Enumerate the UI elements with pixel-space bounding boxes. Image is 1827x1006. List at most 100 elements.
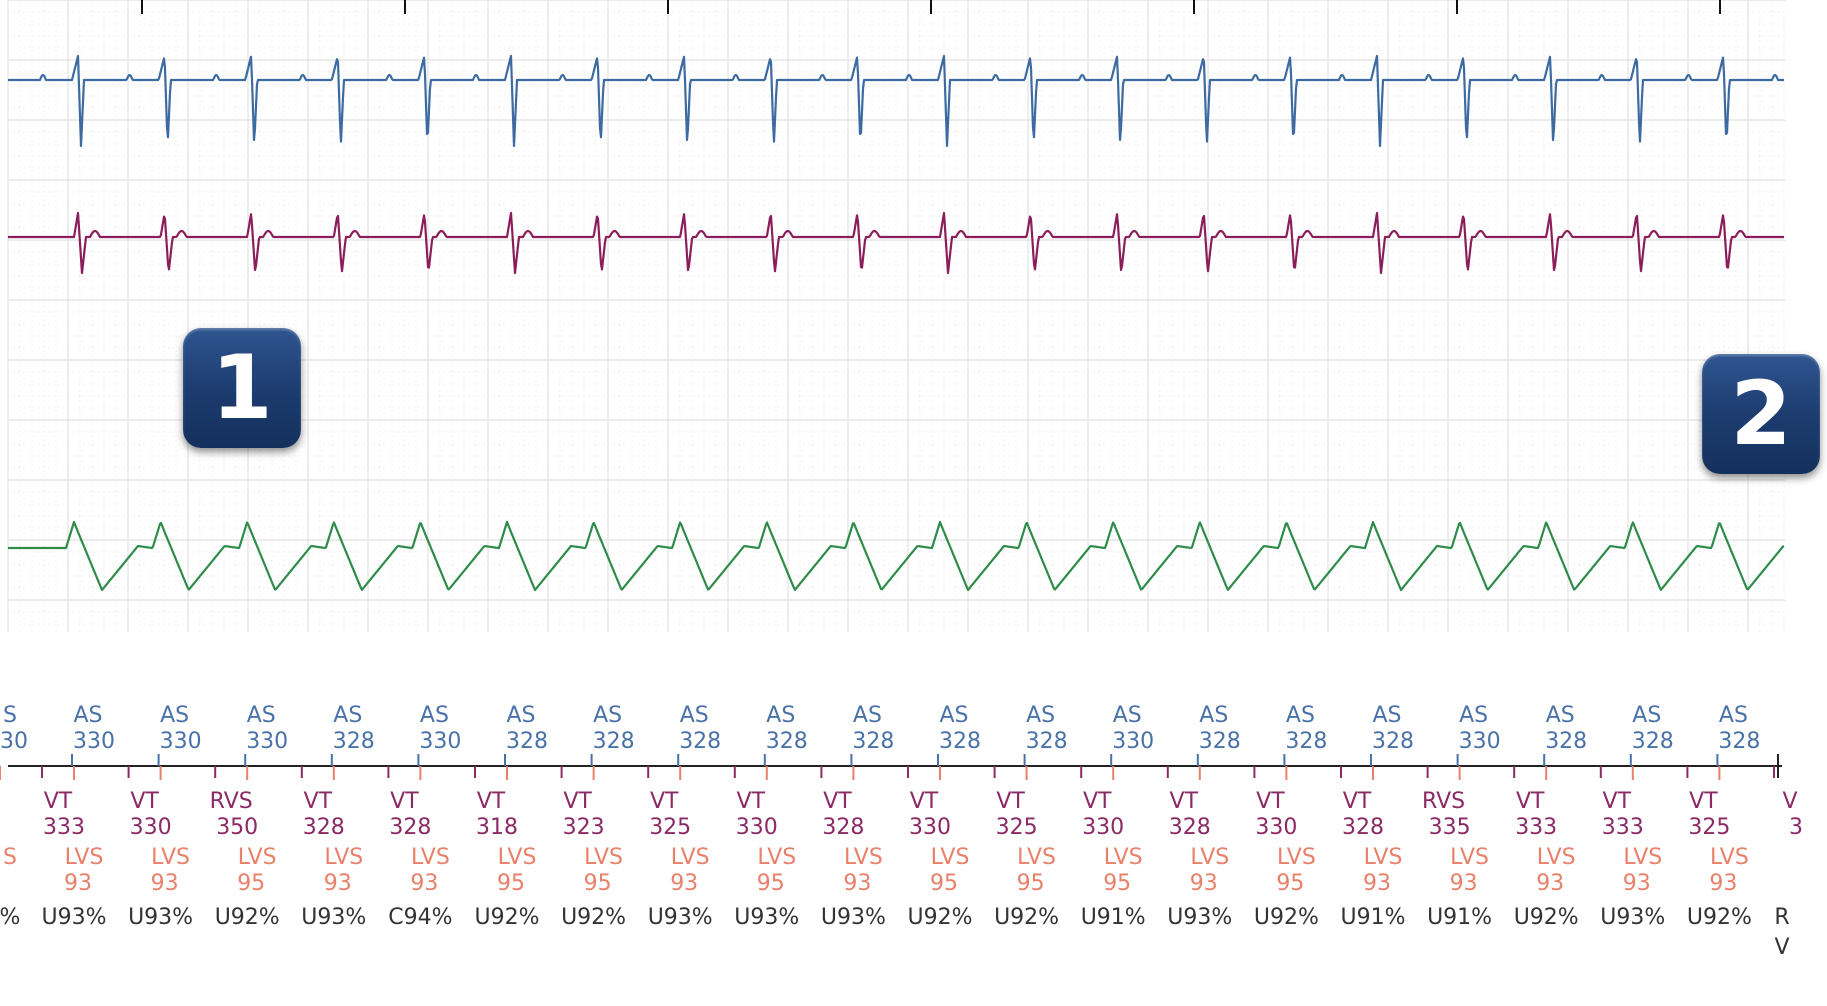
lv-marker-type: LVS [1104, 845, 1143, 870]
ventricular-marker-type: VT [563, 789, 592, 814]
percent-label: U93% [821, 905, 886, 930]
lv-marker-interval: 93 [1363, 871, 1391, 896]
lv-marker-type: LVS [844, 845, 883, 870]
lv-marker-interval: 95 [237, 871, 265, 896]
ventricular-marker-interval: 328 [1342, 815, 1384, 840]
ventricular-marker-interval: 328 [1169, 815, 1211, 840]
atrial-marker-type: AS [680, 703, 709, 728]
atrial-marker-interval: 330 [1459, 729, 1501, 754]
ventricular-marker-type: V [1782, 789, 1797, 814]
lv-marker-interval: 95 [930, 871, 958, 896]
atrial-marker-interval: 328 [939, 729, 981, 754]
atrial-marker-type: AS [1632, 703, 1661, 728]
ventricular-marker-interval: 3 [1789, 815, 1803, 840]
lv-marker-interval: 93 [1190, 871, 1218, 896]
ventricular-marker-interval: 325 [996, 815, 1038, 840]
ventricular-marker-type: VT [823, 789, 852, 814]
lv-marker-type: LVS [1017, 845, 1056, 870]
ventricular-marker-interval: 328 [389, 815, 431, 840]
lv-marker-type: LVS [931, 845, 970, 870]
percent-label: U93% [648, 905, 713, 930]
lv-marker-type: LVS [411, 845, 450, 870]
ventricular-marker-type: VT [1689, 789, 1718, 814]
ventricular-marker-type: VT [44, 789, 73, 814]
grid-background [7, 0, 1785, 632]
atrial-marker-interval: 328 [852, 729, 894, 754]
atrial-marker-interval: 330 [1112, 729, 1154, 754]
lv-marker-interval: 93 [843, 871, 871, 896]
lv-marker-interval: 95 [497, 871, 525, 896]
ventricular-marker-type: VT [130, 789, 159, 814]
ventricular-egm-trace [7, 211, 1785, 275]
atrial-marker-type: AS [1372, 703, 1401, 728]
ventricular-marker-type: VT [390, 789, 419, 814]
percent-label: U91% [1340, 905, 1405, 930]
annotation-badge-2: 2 [1702, 354, 1820, 474]
percent-label: U91% [1427, 905, 1492, 930]
atrial-marker-interval: 328 [1285, 729, 1327, 754]
lv-marker-type: LVS [238, 845, 277, 870]
percent-label: U92% [1514, 905, 1579, 930]
ventricular-marker-interval: 325 [649, 815, 691, 840]
ventricular-marker-type: VT [1170, 789, 1199, 814]
atrial-marker-interval: 328 [679, 729, 721, 754]
lv-marker-type: LVS [1623, 845, 1662, 870]
lv-marker-interval: 95 [1017, 871, 1045, 896]
lv-marker-interval: 93 [1536, 871, 1564, 896]
atrial-marker-type: AS [420, 703, 449, 728]
ventricular-marker-type: RVS [1422, 789, 1465, 814]
atrial-egm-trace [7, 54, 1785, 148]
lv-marker-interval: 95 [757, 871, 785, 896]
atrial-marker-type: AS [1199, 703, 1228, 728]
percent-label: R [1774, 905, 1789, 930]
lv-marker-interval: 93 [410, 871, 438, 896]
ventricular-marker-interval: 330 [1082, 815, 1124, 840]
atrial-marker-type: AS [333, 703, 362, 728]
ventricular-marker-type: VT [1343, 789, 1372, 814]
atrial-marker-interval: 328 [1718, 729, 1760, 754]
atrial-marker-interval: 330 [246, 729, 288, 754]
atrial-marker-type: AS [73, 703, 102, 728]
atrial-marker-interval: 328 [333, 729, 375, 754]
ventricular-marker-interval: 328 [822, 815, 864, 840]
ventricular-marker-type: VT [477, 789, 506, 814]
atrial-marker-type: AS [939, 703, 968, 728]
percent-label: U92% [907, 905, 972, 930]
ventricular-marker-type: VT [737, 789, 766, 814]
atrial-marker-type: AS [1546, 703, 1575, 728]
percent-label: U92% [215, 905, 280, 930]
atrial-marker-type: AS [160, 703, 189, 728]
ventricular-marker-type: VT [1603, 789, 1632, 814]
percent-label: U92% [1254, 905, 1319, 930]
lv-marker-interval: 93 [324, 871, 352, 896]
marker-channel: S30AS330AS330AS330AS328AS330AS328AS328AS… [0, 703, 1803, 960]
ventricular-marker-interval: 330 [130, 815, 172, 840]
lv-marker-interval: 93 [1709, 871, 1737, 896]
atrial-marker-interval: 328 [1199, 729, 1241, 754]
ventricular-marker-type: VT [1516, 789, 1545, 814]
lv-marker-type: LVS [1277, 845, 1316, 870]
percent-label-extra: V [1774, 935, 1789, 960]
atrial-marker-interval: 330 [73, 729, 115, 754]
lv-marker-interval: 95 [1276, 871, 1304, 896]
ventricular-marker-interval: 328 [303, 815, 345, 840]
atrial-marker-type: S [3, 703, 17, 728]
atrial-marker-type: AS [506, 703, 535, 728]
atrial-marker-interval: 328 [506, 729, 548, 754]
atrial-marker-interval: 30 [0, 729, 28, 754]
ventricular-marker-interval: 318 [476, 815, 518, 840]
ventricular-marker-type: VT [1083, 789, 1112, 814]
percent-label: U93% [301, 905, 366, 930]
percent-label: U93% [41, 905, 106, 930]
lv-marker-type: LVS [1537, 845, 1576, 870]
lv-marker-interval: 93 [1623, 871, 1651, 896]
lv-marker-type: LVS [671, 845, 710, 870]
ventricular-marker-type: VT [1256, 789, 1285, 814]
ventricular-marker-interval: 323 [563, 815, 605, 840]
lv-marker-interval: 95 [1103, 871, 1131, 896]
atrial-marker-interval: 330 [160, 729, 202, 754]
ventricular-marker-interval: 333 [1602, 815, 1644, 840]
lv-marker-type: LVS [1710, 845, 1749, 870]
ventricular-marker-type: RVS [210, 789, 253, 814]
